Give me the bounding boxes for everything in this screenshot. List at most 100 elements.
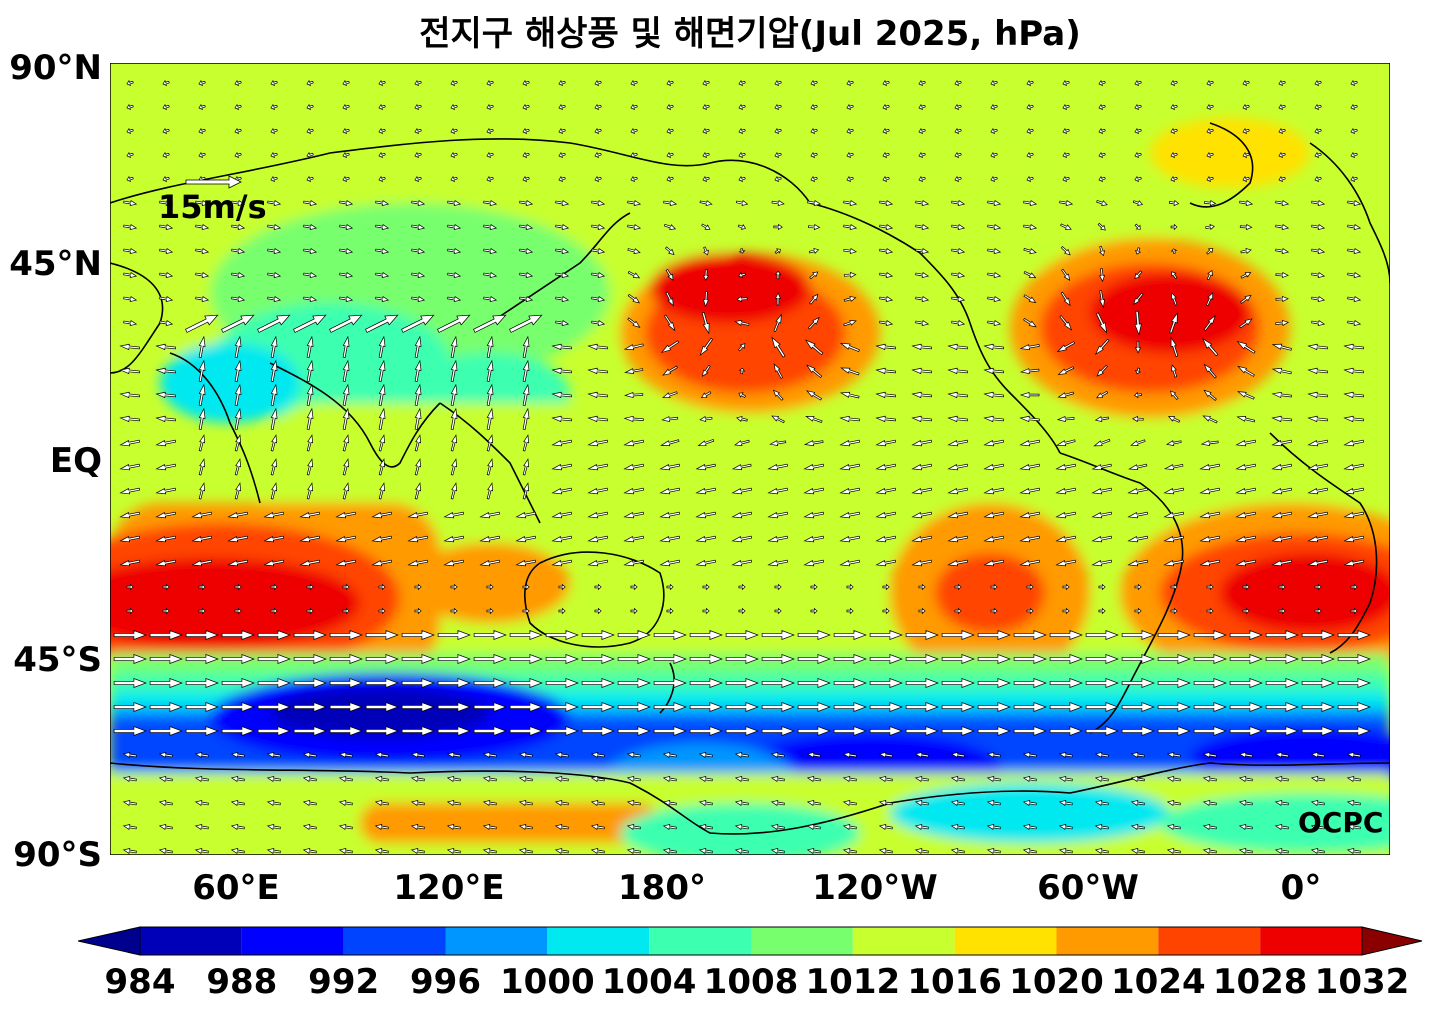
wind-vector <box>1275 200 1290 207</box>
wind-vector <box>617 702 651 712</box>
wind-vector <box>554 775 569 782</box>
colorbar <box>78 926 1423 956</box>
wind-vector <box>1085 702 1119 712</box>
wind-vector <box>342 383 350 406</box>
wind-vector <box>123 200 138 207</box>
wind-vector <box>1235 535 1257 543</box>
wind-vector <box>1163 535 1185 543</box>
wind-vector <box>303 200 318 207</box>
wind-vector <box>1199 559 1221 567</box>
wind-vector <box>1085 630 1119 640</box>
wind-vector <box>1278 127 1286 135</box>
wind-vector <box>797 678 831 688</box>
wind-vector <box>342 103 350 111</box>
wind-vector <box>698 823 713 830</box>
wind-vector <box>1099 245 1105 257</box>
wind-vector <box>773 363 784 379</box>
wind-vector <box>843 200 858 207</box>
wind-vector <box>1062 151 1070 159</box>
wind-vector <box>554 847 569 854</box>
wind-vector <box>1121 630 1155 640</box>
wind-vector <box>1236 340 1256 354</box>
wind-vector <box>660 340 680 354</box>
wind-vector <box>623 559 645 567</box>
wind-vector <box>1206 247 1214 255</box>
wind-vector <box>522 335 530 358</box>
wind-vector <box>770 751 785 758</box>
colorbar-tick-label: 992 <box>308 962 380 1002</box>
wind-vector <box>1168 199 1180 207</box>
wind-vector <box>1013 654 1047 664</box>
wind-vector <box>522 434 530 452</box>
wind-vector <box>221 702 255 712</box>
wind-vector <box>371 559 393 567</box>
wind-vector <box>155 511 177 519</box>
wind-vector <box>1134 247 1142 255</box>
wind-vector <box>299 535 321 543</box>
wind-vector <box>666 103 674 111</box>
wind-vector <box>947 487 969 495</box>
wind-vector <box>623 535 645 543</box>
wind-vector <box>1019 487 1041 495</box>
wind-vector <box>950 823 965 830</box>
wind-vector <box>558 607 566 615</box>
wind-vector <box>410 823 425 830</box>
wind-vector <box>486 407 494 430</box>
wind-vector <box>378 103 386 111</box>
wind-vector <box>414 583 422 591</box>
wind-vector <box>266 823 281 830</box>
wind-vector <box>774 103 782 111</box>
wind-vector <box>1171 364 1178 378</box>
wind-vector <box>1265 726 1299 736</box>
wind-vector <box>486 127 494 135</box>
wind-vector <box>162 127 170 135</box>
wind-vector <box>378 127 386 135</box>
wind-vector <box>590 823 605 830</box>
wind-vector <box>623 439 645 447</box>
wind-vector <box>941 654 975 664</box>
wind-vector <box>1238 775 1253 782</box>
wind-vector <box>437 726 471 736</box>
wind-vector <box>414 434 422 452</box>
wind-vector <box>986 823 1001 830</box>
wind-vector <box>266 799 281 806</box>
colorbar-bin <box>1056 927 1159 955</box>
wind-vector <box>1271 487 1293 495</box>
wind-vector <box>1347 224 1362 231</box>
wind-vector <box>1091 535 1113 543</box>
wind-vector <box>558 151 566 159</box>
wind-vector <box>267 200 282 207</box>
wind-vector <box>1171 292 1178 306</box>
wind-vector <box>630 151 638 159</box>
wind-vector <box>1347 248 1362 255</box>
wind-vector <box>149 726 183 736</box>
wind-vector <box>1238 823 1253 830</box>
wind-vector <box>1022 823 1037 830</box>
wind-vector <box>555 224 570 231</box>
wind-vector <box>581 726 615 736</box>
wind-vector <box>807 223 821 231</box>
wind-vector <box>1062 583 1070 591</box>
wind-vector <box>1310 847 1325 854</box>
wind-vector <box>159 272 174 279</box>
wind-vector <box>1202 799 1217 806</box>
wind-vector <box>509 678 543 688</box>
wind-vector <box>522 458 530 476</box>
wind-vector <box>738 175 746 183</box>
wind-vector <box>1023 294 1037 304</box>
wind-vector <box>1096 364 1108 377</box>
lat-label-90s: 90°S <box>13 835 102 875</box>
wind-vector <box>558 79 566 87</box>
wind-vector <box>1275 295 1289 303</box>
wind-vector <box>983 535 1005 543</box>
wind-vector <box>1301 654 1335 664</box>
wind-vector <box>839 487 861 495</box>
wind-vector <box>662 365 678 376</box>
wind-vector <box>591 248 606 255</box>
wind-vector <box>329 702 363 712</box>
wind-vector <box>839 511 861 519</box>
wind-vector <box>234 335 242 358</box>
wind-vector <box>1265 702 1299 712</box>
wind-vector <box>1235 511 1257 519</box>
wind-vector <box>1019 391 1040 399</box>
